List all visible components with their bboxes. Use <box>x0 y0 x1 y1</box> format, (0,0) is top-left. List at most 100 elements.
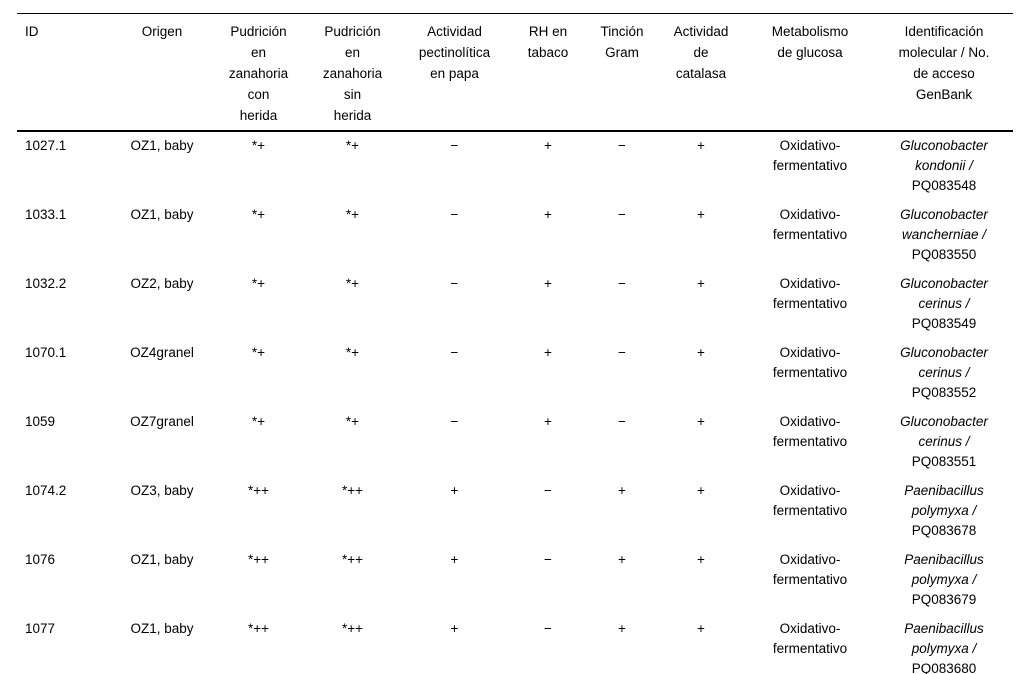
cell-tincion-gram: − <box>618 276 626 291</box>
genbank-accession: PQ083548 <box>911 178 977 193</box>
cell-pudricion-con-herida: *++ <box>247 552 270 567</box>
genbank-accession: PQ083679 <box>911 592 977 607</box>
isolates-characterization-table: ID Origen Pudrición en zanahoria con her… <box>17 13 1013 674</box>
cell-actividad-catalasa: + <box>697 276 705 291</box>
cell-metabolismo-glucosa: Oxidativo- fermentativo <box>772 276 848 311</box>
cell-tincion-gram: + <box>618 621 626 636</box>
cell-metabolismo-glucosa: Oxidativo- fermentativo <box>772 414 848 449</box>
cell-rh-tabaco: + <box>544 276 552 291</box>
col-header-actividad-catalasa: Actividad de catalasa <box>673 24 729 81</box>
cell-tincion-gram: − <box>618 207 626 222</box>
cell-actividad-pectinolitica: + <box>450 483 459 498</box>
genbank-accession: PQ083550 <box>911 247 977 262</box>
cell-pudricion-sin-herida: *+ <box>345 207 360 222</box>
cell-pudricion-con-herida: *++ <box>247 483 270 498</box>
cell-origen: OZ2, baby <box>130 276 194 291</box>
cell-pudricion-sin-herida: *+ <box>345 414 360 429</box>
table-row: 1076 OZ1, baby *++ *++ + − + + Oxidativo- fermen… <box>17 546 1013 615</box>
header-row: ID Origen Pudrición en zanahoria con her… <box>17 14 1013 131</box>
table-row: 1033.1 OZ1, baby *+ *+ − + − + Oxidativo- fermen… <box>17 201 1013 270</box>
col-header-origen: Origen <box>141 24 183 39</box>
cell-rh-tabaco: + <box>544 345 552 360</box>
cell-pudricion-con-herida: *+ <box>251 138 266 153</box>
cell-metabolismo-glucosa: Oxidativo- fermentativo <box>772 138 848 173</box>
cell-id: 1033.1 <box>25 207 67 222</box>
cell-origen: OZ7granel <box>130 414 194 429</box>
genbank-accession: PQ083680 <box>911 661 977 674</box>
table-row: 1027.1 OZ1, baby *+ *+ − + − + Oxidativo- fermen… <box>17 131 1013 201</box>
table-row: 1059 OZ7granel *+ *+ − + − + Oxidativo- fermenta… <box>17 408 1013 477</box>
cell-rh-tabaco: + <box>544 207 552 222</box>
genbank-accession: PQ083549 <box>911 316 977 331</box>
cell-origen: OZ3, baby <box>130 483 194 498</box>
cell-identificacion: Gluconobacter wancherniae / PQ083550 <box>875 201 1013 270</box>
cell-actividad-catalasa: + <box>697 138 705 153</box>
cell-identificacion: Gluconobacter cerinus / PQ083551 <box>875 408 1013 477</box>
cell-pudricion-sin-herida: *+ <box>345 345 360 360</box>
species-name: Gluconobacter cerinus / <box>900 276 988 311</box>
cell-origen: OZ1, baby <box>130 207 194 222</box>
col-header-id: ID <box>25 24 39 39</box>
cell-actividad-catalasa: + <box>697 345 705 360</box>
cell-rh-tabaco: − <box>544 483 552 498</box>
cell-actividad-pectinolitica: + <box>450 552 459 567</box>
cell-actividad-catalasa: + <box>697 207 705 222</box>
table-row: 1077 OZ1, baby *++ *++ + − + + Oxidativo- fermen… <box>17 615 1013 674</box>
cell-actividad-catalasa: + <box>697 552 705 567</box>
cell-rh-tabaco: + <box>544 414 552 429</box>
cell-actividad-pectinolitica: − <box>450 414 459 429</box>
table-row: 1070.1 OZ4granel *+ *+ − + − + Oxidativo- fermen… <box>17 339 1013 408</box>
cell-metabolismo-glucosa: Oxidativo- fermentativo <box>772 621 848 656</box>
cell-origen: OZ4granel <box>130 345 194 360</box>
cell-id: 1076 <box>25 552 56 567</box>
col-header-pudricion-sin-herida: Pudrición en zanahoria sin herida <box>322 24 383 123</box>
cell-actividad-pectinolitica: − <box>450 138 459 153</box>
species-name: Gluconobacter cerinus / <box>900 345 988 380</box>
cell-tincion-gram: + <box>618 552 626 567</box>
cell-pudricion-sin-herida: *++ <box>341 621 364 636</box>
col-header-tincion-gram: Tinción Gram <box>600 24 644 60</box>
cell-metabolismo-glucosa: Oxidativo- fermentativo <box>772 207 848 242</box>
species-name: Gluconobacter cerinus / <box>900 414 988 449</box>
cell-pudricion-con-herida: *++ <box>247 621 270 636</box>
cell-actividad-catalasa: + <box>697 483 705 498</box>
cell-rh-tabaco: − <box>544 621 552 636</box>
cell-id: 1059 <box>25 414 56 429</box>
col-header-identificacion-genbank: Identificación molecular / No. de acceso… <box>898 24 990 102</box>
cell-identificacion: Gluconobacter kondonii / PQ083548 <box>875 131 1013 201</box>
species-name: Gluconobacter kondonii / <box>900 138 988 173</box>
cell-actividad-pectinolitica: − <box>450 207 459 222</box>
cell-pudricion-sin-herida: *+ <box>345 276 360 291</box>
cell-pudricion-sin-herida: *++ <box>341 552 364 567</box>
cell-identificacion: Paenibacillus polymyxa / PQ083680 <box>875 615 1013 674</box>
cell-pudricion-sin-herida: *++ <box>341 483 364 498</box>
cell-tincion-gram: − <box>618 138 626 153</box>
genbank-accession: PQ083552 <box>911 385 977 400</box>
table-row: 1074.2 OZ3, baby *++ *++ + − + + Oxidativo- ferm… <box>17 477 1013 546</box>
col-header-pudricion-con-herida: Pudrición en zanahoria con herida <box>228 24 289 123</box>
cell-metabolismo-glucosa: Oxidativo- fermentativo <box>772 483 848 518</box>
cell-metabolismo-glucosa: Oxidativo- fermentativo <box>772 345 848 380</box>
cell-actividad-catalasa: + <box>697 414 705 429</box>
cell-id: 1077 <box>25 621 56 636</box>
cell-identificacion: Gluconobacter cerinus / PQ083552 <box>875 339 1013 408</box>
cell-pudricion-con-herida: *+ <box>251 345 266 360</box>
col-header-actividad-pectinolitica: Actividad pectinolítica en papa <box>418 24 491 81</box>
cell-id: 1070.1 <box>25 345 67 360</box>
cell-pudricion-sin-herida: *+ <box>345 138 360 153</box>
cell-identificacion: Gluconobacter cerinus / PQ083549 <box>875 270 1013 339</box>
species-name: Paenibacillus polymyxa / <box>904 483 984 518</box>
cell-pudricion-con-herida: *+ <box>251 207 266 222</box>
cell-tincion-gram: − <box>618 414 626 429</box>
cell-id: 1027.1 <box>25 138 67 153</box>
genbank-accession: PQ083678 <box>911 523 977 538</box>
cell-rh-tabaco: − <box>544 552 552 567</box>
cell-pudricion-con-herida: *+ <box>251 414 266 429</box>
cell-metabolismo-glucosa: Oxidativo- fermentativo <box>772 552 848 587</box>
cell-actividad-catalasa: + <box>697 621 705 636</box>
cell-actividad-pectinolitica: − <box>450 345 459 360</box>
cell-origen: OZ1, baby <box>130 138 194 153</box>
species-name: Paenibacillus polymyxa / <box>904 621 984 656</box>
col-header-metabolismo-glucosa: Metabolismo de glucosa <box>771 24 849 60</box>
